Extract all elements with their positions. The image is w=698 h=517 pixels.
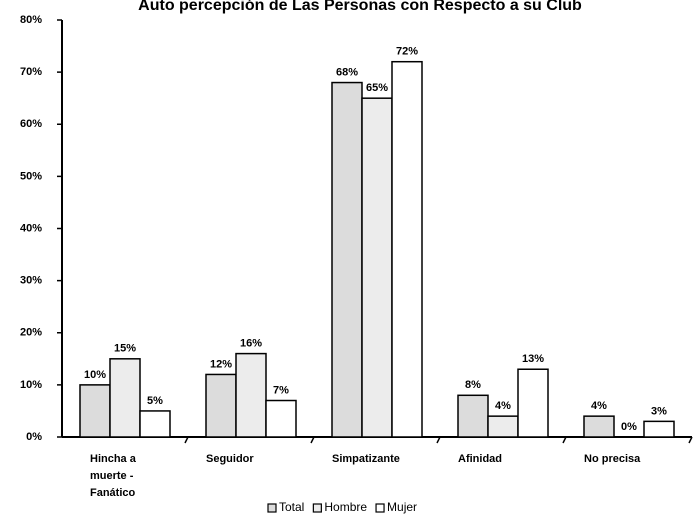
data-label: 0%: [621, 421, 637, 433]
bar: [361, 97, 393, 438]
data-label: 4%: [591, 400, 607, 412]
bar: [583, 415, 615, 438]
y-tick-label: 0%: [26, 431, 42, 443]
legend-label: Hombre: [324, 500, 367, 514]
x-tick-label: Hincha a muerte - Fanático: [90, 453, 136, 499]
bar: [265, 399, 297, 438]
x-tick: [688, 436, 693, 444]
bar: [643, 420, 675, 438]
bar: [517, 368, 549, 438]
data-label: 4%: [495, 400, 511, 412]
x-tick-label: Seguidor: [206, 453, 254, 465]
bar: [139, 410, 171, 438]
bar: [457, 394, 489, 438]
x-tick-label: Simpatizante: [332, 453, 400, 465]
bar: [391, 60, 423, 438]
legend-label: Mujer: [387, 500, 417, 514]
data-label: 68%: [336, 66, 358, 78]
chart-title: Auto percepción de Las Personas con Resp…: [138, 0, 582, 14]
x-tick: [562, 436, 567, 444]
data-label: 15%: [114, 343, 136, 355]
data-label: 8%: [465, 379, 481, 391]
legend-swatch: [312, 503, 322, 513]
legend-swatch: [267, 503, 277, 513]
y-tick-label: 20%: [20, 327, 42, 339]
y-tick-label: 60%: [20, 118, 42, 130]
bar: [109, 358, 141, 438]
data-label: 10%: [84, 369, 106, 381]
x-tick: [436, 436, 441, 444]
data-label: 72%: [396, 46, 418, 58]
data-label: 5%: [147, 395, 163, 407]
data-label: 13%: [522, 353, 544, 365]
bar: [205, 373, 237, 438]
y-tick-label: 70%: [20, 66, 42, 78]
bar: [487, 415, 519, 438]
x-tick-label: No precisa: [584, 453, 641, 465]
y-tick-label: 30%: [20, 275, 42, 287]
y-tick-label: 40%: [20, 222, 42, 234]
x-tick-label: Afinidad: [458, 453, 502, 465]
x-tick: [310, 436, 315, 444]
legend-swatch: [375, 503, 385, 513]
y-tick-label: 80%: [20, 14, 42, 26]
data-label: 12%: [210, 358, 232, 370]
legend-label: Total: [279, 500, 304, 514]
bar: [235, 352, 267, 438]
data-label: 3%: [651, 405, 667, 417]
data-label: 16%: [240, 338, 262, 350]
y-tick-label: 10%: [20, 379, 42, 391]
bar: [331, 81, 363, 438]
data-label: 65%: [366, 82, 388, 94]
y-tick-label: 50%: [20, 170, 42, 182]
x-tick: [184, 436, 189, 444]
data-label: 7%: [273, 384, 289, 396]
bar: [79, 384, 111, 438]
